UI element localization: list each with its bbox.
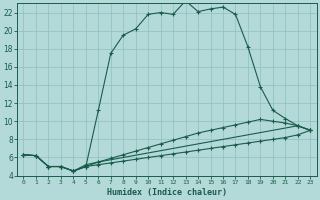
X-axis label: Humidex (Indice chaleur): Humidex (Indice chaleur) bbox=[107, 188, 227, 197]
